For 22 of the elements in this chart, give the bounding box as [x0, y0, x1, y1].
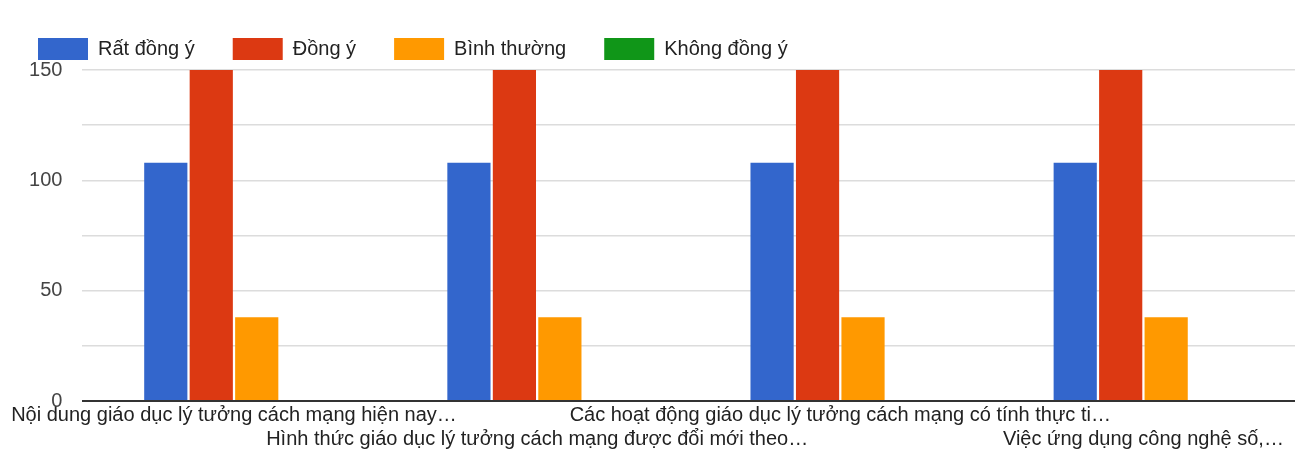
bar [795, 70, 840, 400]
legend-label: Không đồng ý [664, 36, 788, 59]
y-tick-label: 150 [29, 57, 63, 80]
bar [144, 162, 188, 400]
bar [750, 162, 794, 400]
x-tick-label: Các hoạt động giáo dục lý tưởng cách mạng có tính thực ti… [569, 402, 1111, 425]
legend-label: Rất đồng ý [98, 36, 195, 59]
y-tick-label: 100 [29, 167, 63, 190]
bar [1144, 317, 1188, 400]
bar [841, 317, 885, 400]
bar [447, 162, 491, 400]
bar [492, 70, 537, 400]
bar [189, 70, 233, 400]
bar [1053, 162, 1097, 400]
legend-label: Bình thường [454, 36, 567, 59]
bar [1099, 70, 1143, 400]
x-tick-label: Việc ứng dụng công nghệ số,… [1002, 426, 1284, 449]
bar [538, 317, 582, 400]
legend-label: Đồng ý [292, 36, 357, 59]
y-tick-label: 50 [40, 278, 63, 301]
x-tick-label: Hình thức giáo dục lý tưởng cách mạng được đổi mới theo… [266, 426, 809, 449]
bar [235, 317, 279, 400]
